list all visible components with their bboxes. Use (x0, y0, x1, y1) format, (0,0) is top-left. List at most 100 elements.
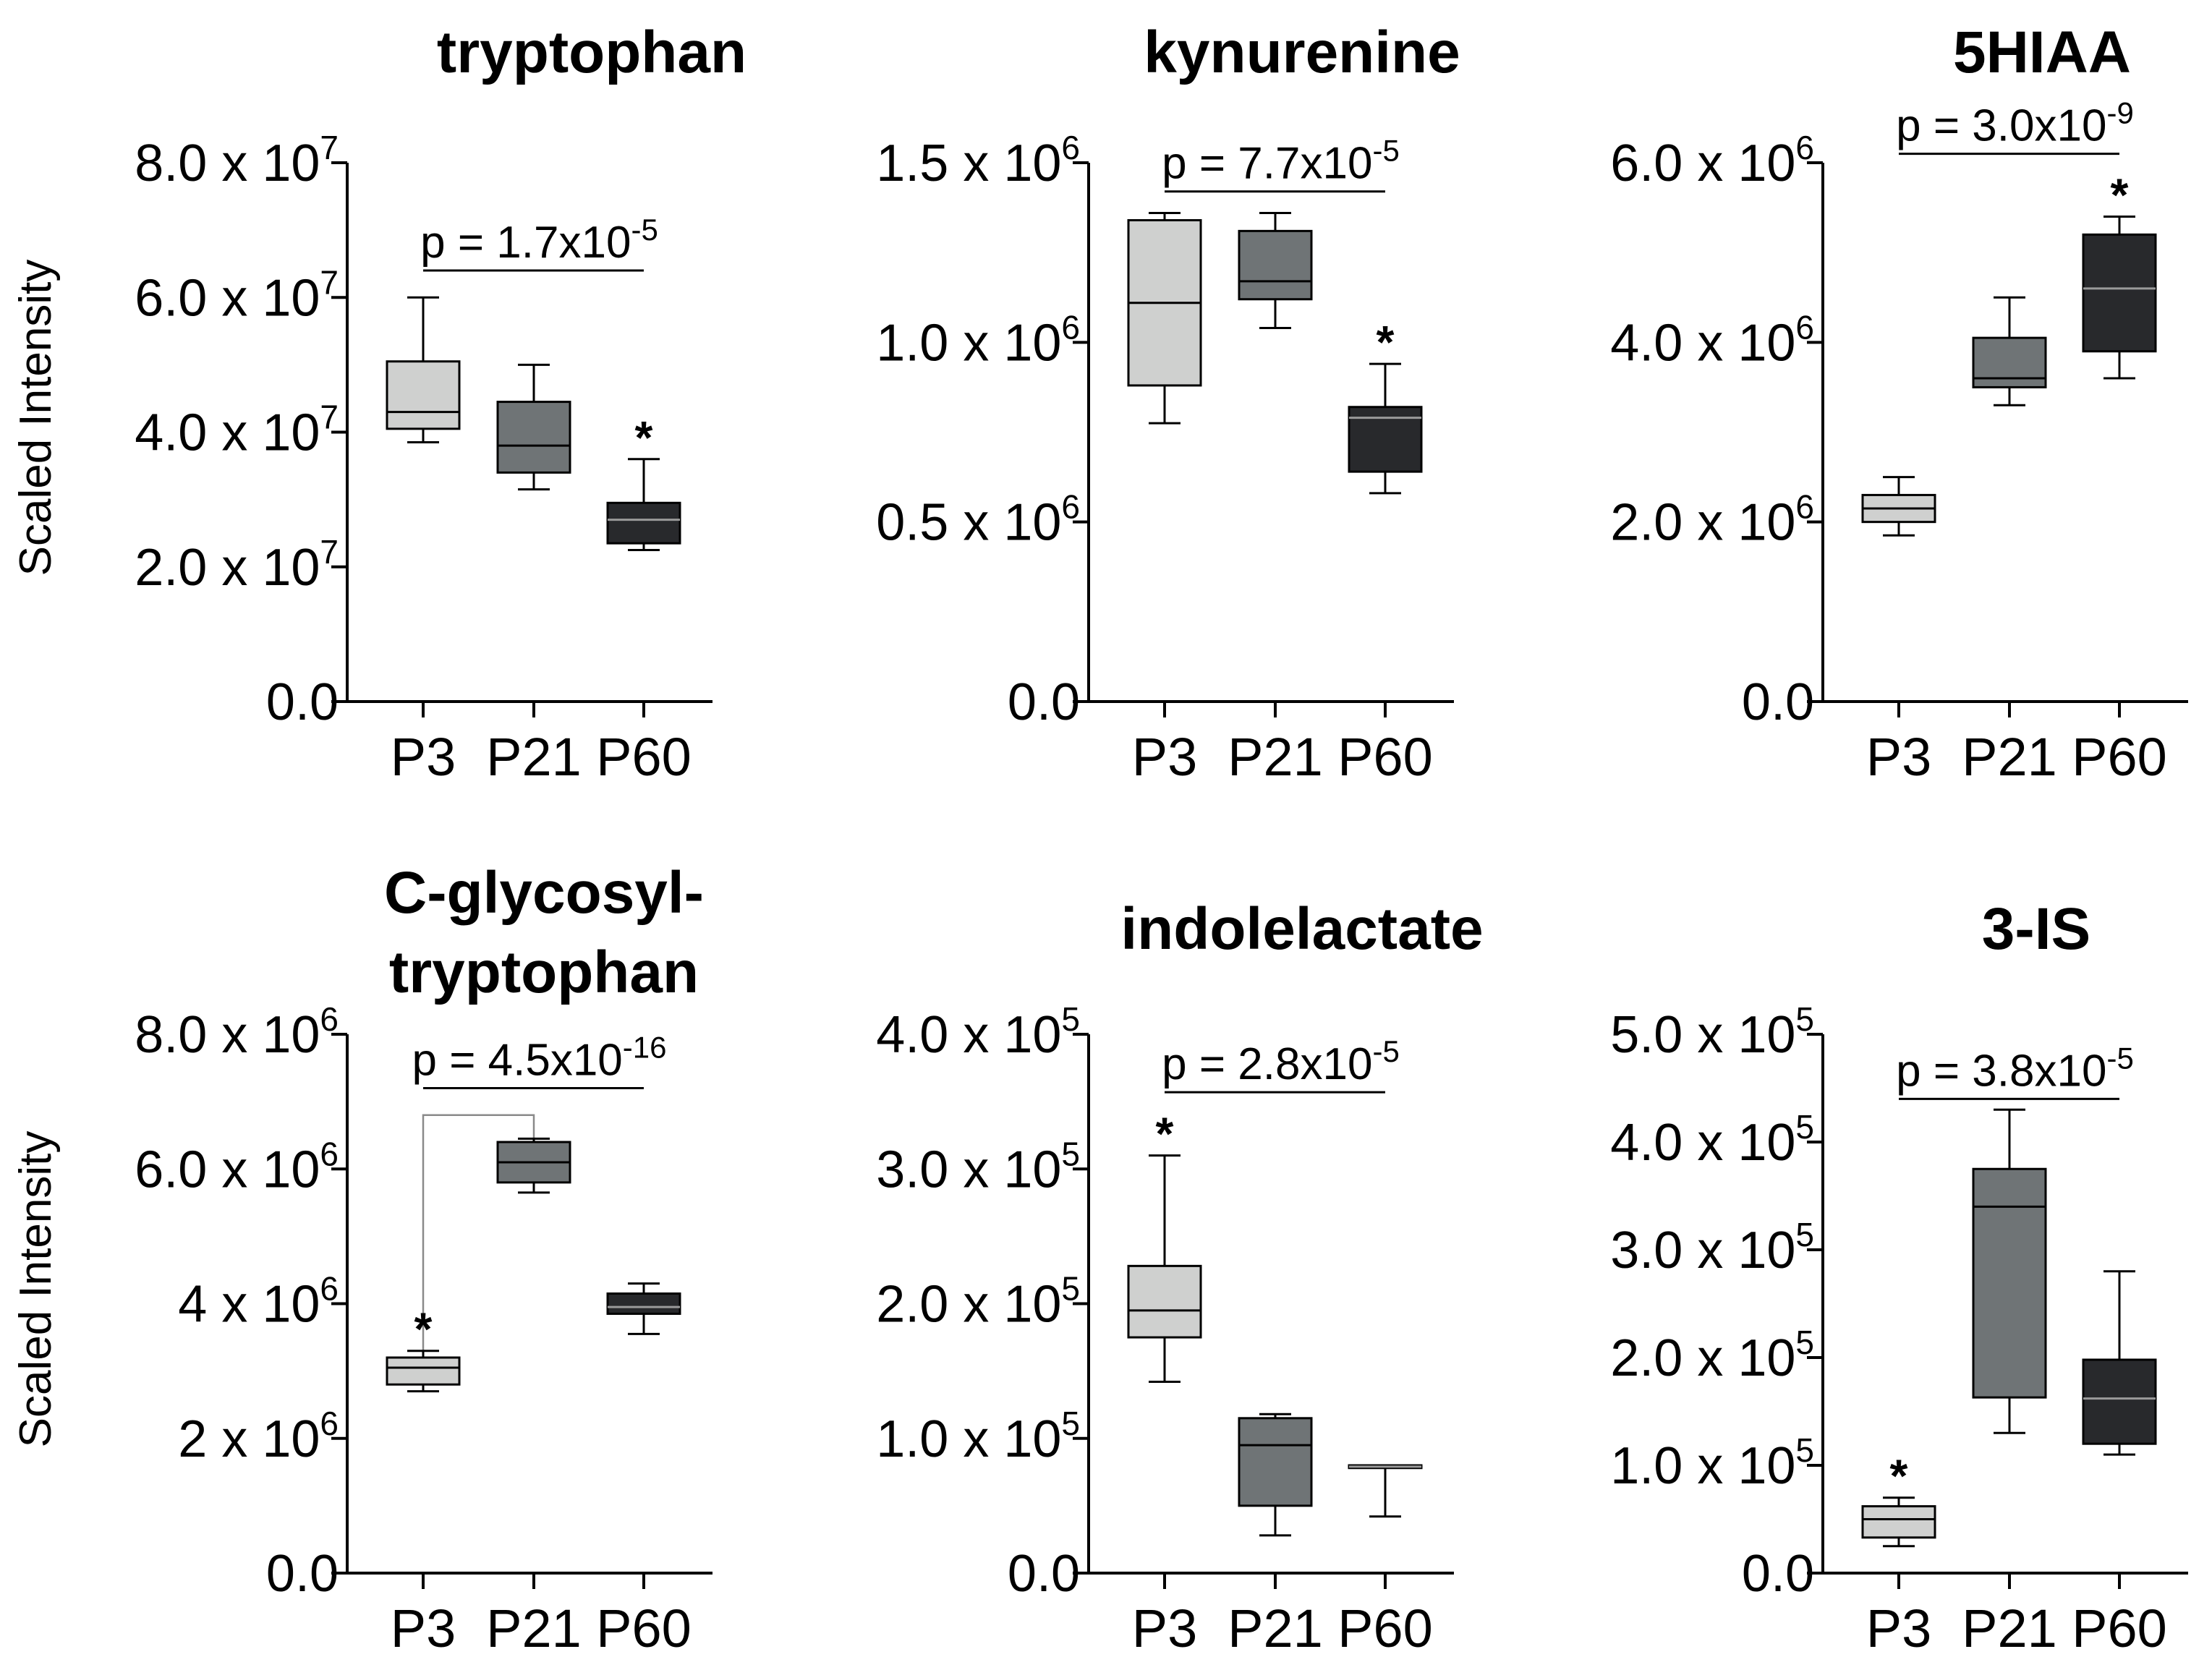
y-tick-label: 1.0 x 106 (876, 308, 1080, 372)
y-tick-label: 2.0 x 105 (876, 1270, 1080, 1334)
box-iqr (606, 501, 681, 545)
box-iqr (1238, 229, 1313, 301)
x-tick-label: P21 (1962, 1598, 2057, 1658)
x-tick-label: P21 (486, 1598, 582, 1658)
x-tick-label: P21 (1228, 727, 1323, 787)
y-tick-label: 1.0 x 105 (876, 1405, 1080, 1468)
significance-star: * (1377, 316, 1395, 368)
pvalue-label: p = 3.0x10-9 (1896, 96, 2134, 151)
y-tick-label: 3.0 x 105 (1610, 1216, 1814, 1279)
box-p3 (1861, 476, 1936, 537)
x-tick-label: P3 (391, 727, 456, 787)
pvalue-label: p = 2.8x10-5 (1162, 1034, 1400, 1089)
box-iqr (386, 360, 461, 430)
box-iqr (1861, 1505, 1936, 1539)
x-tick-label: P60 (2072, 727, 2167, 787)
y-tick-label: 0.0 (266, 673, 339, 731)
box-iqr (1238, 1417, 1313, 1507)
y-tick-label: 0.0 (1008, 673, 1080, 731)
x-tick-label: P21 (486, 727, 582, 787)
y-tick-label: 1.0 x 105 (1610, 1431, 1814, 1495)
y-tick-label: 0.0 (1742, 1545, 1814, 1603)
chart-title: 5HIAA (1953, 20, 2131, 85)
x-tick-label: P3 (391, 1598, 456, 1658)
y-tick-label: 0.5 x 106 (876, 488, 1080, 552)
pvalue-label: p = 1.7x10-5 (420, 213, 658, 268)
chart-title: tryptophan (437, 20, 746, 85)
y-tick-label: 6.0 x 106 (135, 1135, 339, 1198)
y-tick-label: 2.0 x 106 (1610, 488, 1814, 552)
x-tick-label: P3 (1132, 727, 1198, 787)
box-iqr (2082, 233, 2157, 353)
y-axis-label: Scaled Intensity (11, 1131, 61, 1448)
chart-title: kynurenine (1144, 20, 1460, 85)
box-p60 (2082, 216, 2157, 380)
box-p21 (1972, 296, 2047, 406)
x-tick-label: P3 (1132, 1598, 1198, 1658)
pvalue-label: p = 3.8x10-5 (1896, 1041, 2134, 1096)
chart-title: tryptophan (389, 940, 699, 1005)
box-p3 (1127, 212, 1202, 425)
box-p21 (1238, 212, 1313, 329)
comparison-link (422, 1114, 535, 1351)
chart-panel-5: indolelactate 0.0 1.0 x 105 2.0 x 105 3.0 x … (876, 896, 1483, 1658)
chart-panel-4: C-glycosyl-tryptophan 0.0 2 x 106 4 x 106 6.… (11, 860, 712, 1658)
box-p3 (1127, 1154, 1202, 1384)
x-tick-label: P3 (1866, 727, 1932, 787)
pvalue-label: p = 7.7x10-5 (1162, 134, 1400, 189)
x-tick-label: P21 (1228, 1598, 1323, 1658)
chart-title: indolelactate (1120, 896, 1483, 962)
chart-panel-1: tryptophan 0.0 2.0 x 107 4.0 x 107 6.0 x 107… (11, 20, 746, 787)
chart-title: C-glycosyl- (384, 860, 704, 926)
y-tick-label: 5.0 x 105 (1610, 1000, 1814, 1064)
box-p21 (496, 363, 571, 491)
box-iqr (2082, 1358, 2157, 1445)
y-tick-label: 0.0 (1008, 1545, 1080, 1603)
chart-panel-6: 3-IS 0.0 1.0 x 105 2.0 x 105 3.0 x 105 4.0 x … (1610, 896, 2188, 1658)
box-p3 (386, 1350, 461, 1393)
box-p60 (1348, 1464, 1423, 1518)
y-tick-label: 0.0 (266, 1545, 339, 1603)
y-tick-label: 8.0 x 106 (135, 1000, 339, 1064)
x-tick-label: P21 (1962, 727, 2057, 787)
y-tick-label: 4 x 106 (178, 1270, 339, 1334)
x-tick-label: P60 (596, 727, 692, 787)
significance-star: * (1890, 1450, 1908, 1502)
x-tick-label: P3 (1866, 1598, 1932, 1658)
y-tick-label: 2.0 x 105 (1610, 1324, 1814, 1387)
box-iqr (496, 401, 571, 474)
box-iqr (606, 1292, 681, 1315)
y-tick-label: 4.0 x 105 (1610, 1108, 1814, 1172)
box-p21 (496, 1137, 571, 1194)
box-p60 (2082, 1270, 2157, 1456)
y-tick-label: 2.0 x 107 (135, 533, 339, 597)
significance-star: * (1156, 1108, 1174, 1160)
chart-panel-3: 5HIAA 0.0 2.0 x 106 4.0 x 106 6.0 x 106 P3 P21… (1610, 20, 2188, 787)
significance-star: * (635, 412, 653, 464)
box-p60 (606, 1282, 681, 1335)
y-tick-label: 0.0 (1742, 673, 1814, 731)
y-tick-label: 2 x 106 (178, 1405, 339, 1468)
y-axis-label: Scaled Intensity (11, 260, 61, 576)
significance-star: * (2111, 169, 2129, 221)
y-tick-label: 1.5 x 106 (876, 129, 1080, 192)
y-tick-label: 6.0 x 106 (1610, 129, 1814, 192)
y-tick-label: 4.0 x 105 (876, 1000, 1080, 1064)
x-tick-label: P60 (1337, 727, 1433, 787)
x-tick-label: P60 (1337, 1598, 1433, 1658)
box-p3 (1861, 1496, 1936, 1548)
box-p3 (386, 296, 461, 443)
chart-panel-2: kynurenine 0.0 0.5 x 106 1.0 x 106 1.5 x 106… (876, 20, 1460, 787)
box-iqr (1972, 1167, 2047, 1399)
x-tick-label: P60 (2072, 1598, 2167, 1658)
box-iqr (1127, 1264, 1202, 1339)
box-iqr (386, 1356, 461, 1386)
x-tick-label: P60 (596, 1598, 692, 1658)
y-tick-label: 4.0 x 106 (1610, 308, 1814, 372)
significance-star: * (414, 1303, 433, 1355)
box-p21 (1238, 1413, 1313, 1537)
y-tick-label: 3.0 x 105 (876, 1135, 1080, 1198)
y-tick-label: 8.0 x 107 (135, 129, 339, 192)
chart-title: 3-IS (1982, 896, 2090, 962)
